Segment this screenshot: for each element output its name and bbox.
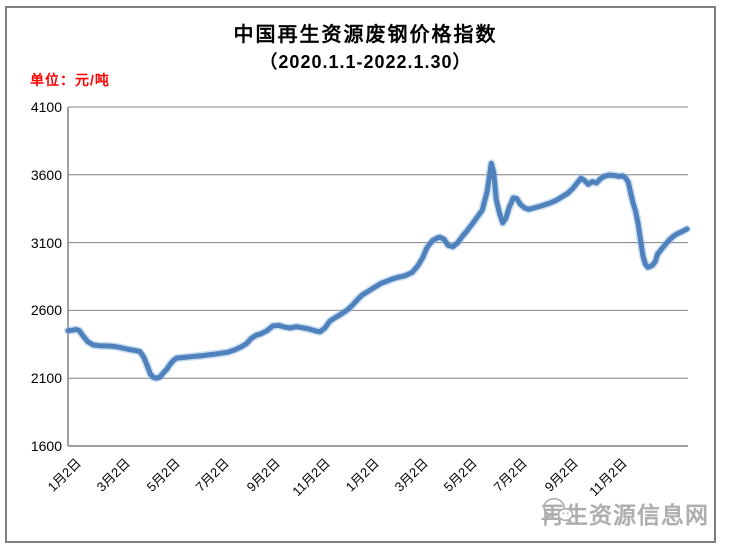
y-tick-label-2600: 2600: [30, 302, 62, 319]
price-line: [65, 160, 690, 381]
y-tick-label-1600: 1600: [30, 438, 62, 454]
y-tick-label-3100: 3100: [30, 234, 62, 251]
price-line-glow: [64, 159, 691, 383]
unit-label: 单位：元/吨: [30, 72, 110, 88]
y-tick-label-4100: 4100: [30, 99, 62, 115]
chart-title: 中国再生资源废钢价格指数: [233, 24, 498, 46]
chart-frame: [5, 6, 716, 543]
wechat-icon: [543, 498, 574, 524]
chart-subtitle: （2020.1.1-2022.1.30）: [259, 52, 472, 72]
watermark: 再生资源信息网: [541, 496, 709, 530]
y-tick-label-3600: 3600: [30, 166, 62, 183]
y-tick-label-2100: 2100: [30, 370, 62, 387]
